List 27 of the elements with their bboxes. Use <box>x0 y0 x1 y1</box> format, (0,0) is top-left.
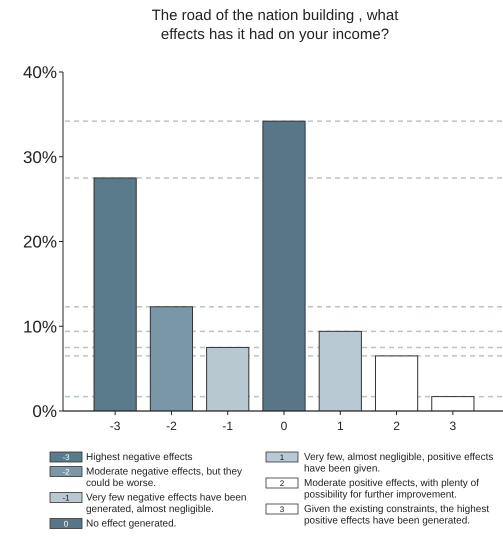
x-tick-label: -1 <box>222 419 234 433</box>
x-tick-label: 0 <box>280 419 288 433</box>
x-tick-label: 2 <box>393 419 400 433</box>
category-label: -1 <box>62 494 70 502</box>
chart-title: The road of the nation building , what effects has it had on your income? <box>152 7 400 43</box>
category-label: -2 <box>62 468 70 476</box>
legend-label: No effect generated. <box>86 518 176 530</box>
x-tick-label: -3 <box>110 419 121 433</box>
y-tick-label: 30% <box>22 148 57 167</box>
legend-label: Moderate negative effects, but they could be worse. <box>86 466 242 489</box>
category-label: 3 <box>280 505 284 514</box>
x-tick-label: 3 <box>450 419 457 433</box>
legend-label: Very few, almost negligible, positive effects have been given. <box>304 452 494 474</box>
category-label: 1 <box>280 453 284 462</box>
legend-label: Very few negative effects have been generated, almost negligible. <box>86 492 246 515</box>
y-tick-label: 0% <box>32 402 57 421</box>
x-tick-label: -2 <box>166 419 178 433</box>
y-tick-label: 40% <box>22 63 57 82</box>
legend-label: Given the existing constraints, the highest positive effects have been generated. <box>304 504 490 526</box>
y-tick-label: 10% <box>22 317 57 336</box>
legend-label: Highest negative effects <box>86 452 193 463</box>
category-label: 0 <box>64 520 68 528</box>
x-tick-label: 1 <box>336 419 344 433</box>
legend-label: Moderate positive effects, with plenty of possibility for further improvement. <box>304 478 480 500</box>
category-label: 2 <box>280 479 284 488</box>
category-label: -3 <box>62 453 70 462</box>
y-tick-label: 20% <box>22 232 57 252</box>
